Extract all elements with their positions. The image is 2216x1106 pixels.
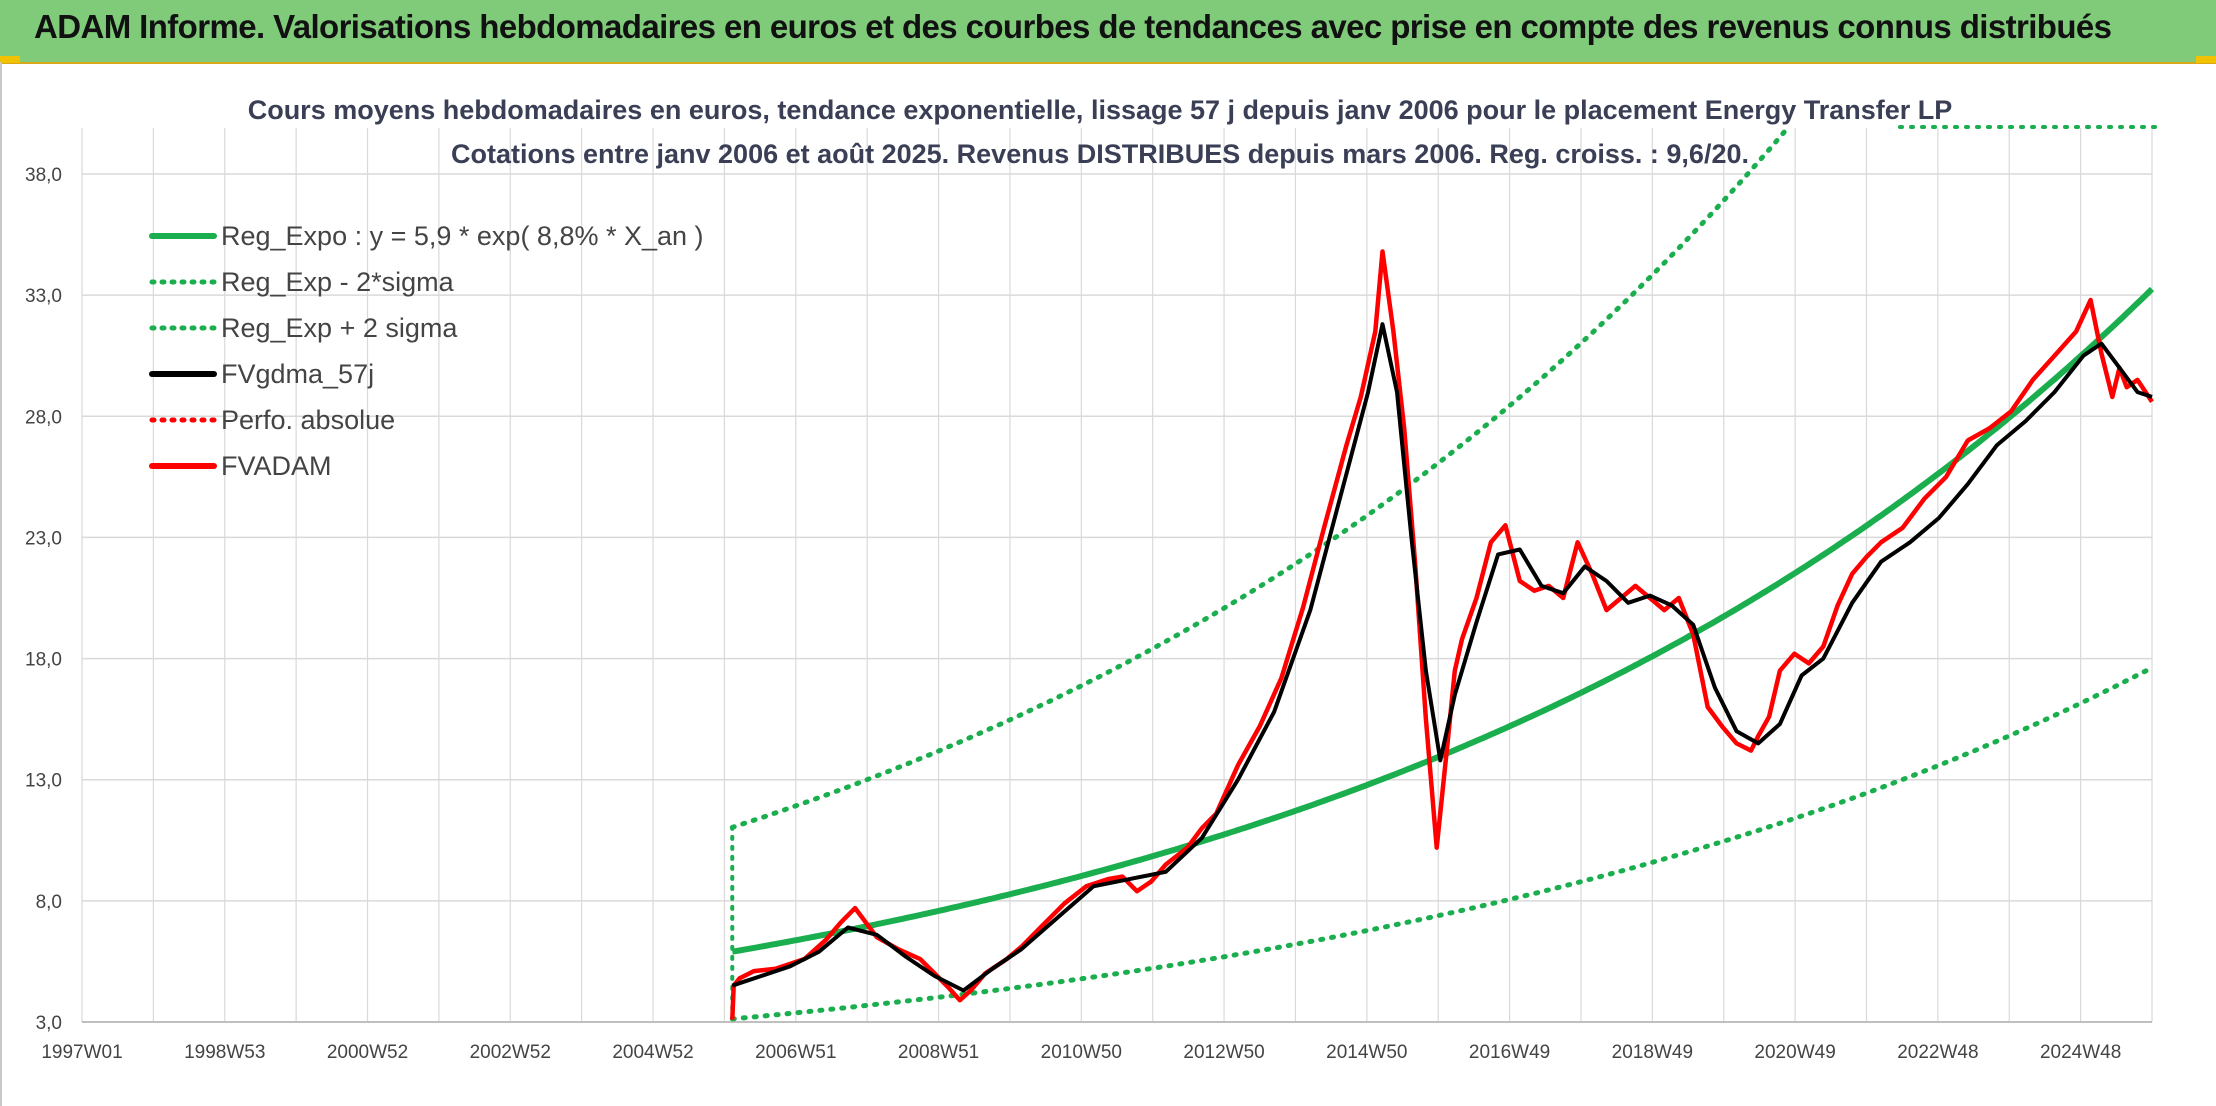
x-tick-label: 2016W49 (1469, 1042, 1550, 1063)
chart-axes: 3,0 8,0 13,0 18,0 23,0 28,0 33,0 38,0 1997W01 199… (25, 165, 2152, 1063)
x-tick-label: 2020W49 (1754, 1042, 1835, 1063)
chart-gridlines (81, 128, 2153, 1023)
x-tick-label: 2022W48 (1897, 1042, 1978, 1063)
x-tick-label: 2018W49 (1612, 1042, 1693, 1063)
series-reg-minus-2sigma (729, 665, 2155, 1022)
y-tick-label: 38,0 (25, 165, 62, 186)
legend-label: Perfo. absolue (221, 405, 395, 435)
x-tick-label: 2014W50 (1326, 1042, 1407, 1063)
x-tick-label: 2004W52 (612, 1042, 693, 1063)
x-tick-label: 2000W52 (327, 1042, 408, 1063)
report-banner: ADAM Informe. Valorisations hebdomadaire… (0, 0, 2216, 64)
chart-series (729, 126, 2155, 1022)
x-tick-label: 2002W52 (470, 1042, 551, 1063)
report-title: ADAM Informe. Valorisations hebdomadaire… (34, 8, 2112, 45)
chart-frame (0, 62, 2216, 1106)
series-reg-plus-2sigma (729, 126, 1790, 830)
y-tick-label: 18,0 (25, 650, 62, 671)
banner-corner-left (0, 56, 20, 63)
series-fvgdma-57j (731, 322, 2153, 993)
legend-label: FVADAM (221, 451, 332, 481)
x-tick-label: 1998W53 (184, 1042, 265, 1063)
y-tick-label: 23,0 (25, 528, 62, 549)
x-tick-label: 2008W51 (898, 1042, 979, 1063)
chart-legend: Reg_Expo : y = 5,9 * exp( 8,8% * X_an ) R… (149, 221, 704, 481)
series-reg-expo (731, 286, 2155, 955)
y-tick-label: 8,0 (36, 892, 62, 913)
x-tick-label: 2010W50 (1041, 1042, 1122, 1063)
x-tick-label: 2006W51 (755, 1042, 836, 1063)
y-tick-label: 33,0 (25, 286, 62, 307)
banner-corner-right (2196, 56, 2216, 63)
x-tick-label: 2024W48 (2040, 1042, 2121, 1063)
x-tick-label: 2012W50 (1183, 1042, 1264, 1063)
legend-label: Reg_Exp + 2 sigma (221, 313, 458, 343)
legend-label: Reg_Expo : y = 5,9 * exp( 8,8% * X_an ) (221, 221, 704, 251)
x-tick-label: 1997W01 (41, 1042, 122, 1063)
chart-subtitle: Cotations entre janv 2006 et août 2025. … (451, 139, 1749, 169)
y-tick-label: 13,0 (25, 771, 62, 792)
chart-title: Cours moyens hebdomadaires en euros, ten… (248, 95, 1953, 125)
legend-label: Reg_Exp - 2*sigma (221, 267, 455, 297)
y-tick-label: 28,0 (25, 407, 62, 428)
legend-label: FVgdma_57j (221, 359, 374, 389)
y-tick-label: 3,0 (36, 1013, 62, 1034)
series-fvadam (730, 249, 2154, 1020)
